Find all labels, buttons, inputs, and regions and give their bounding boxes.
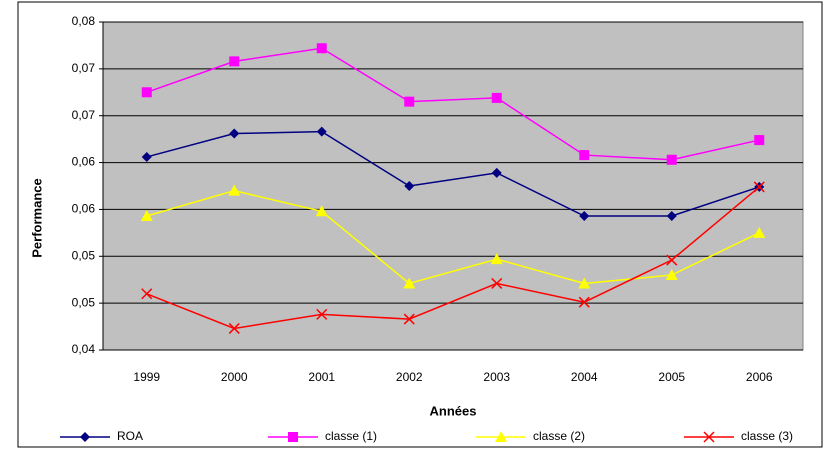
y-tick-label: 0,05 [72, 295, 96, 309]
marker [140, 209, 153, 221]
legend-marker [495, 431, 507, 442]
marker [141, 288, 153, 300]
marker [491, 92, 502, 103]
marker [753, 226, 766, 238]
marker [491, 277, 503, 289]
x-tick-label: 2002 [396, 370, 423, 384]
x-axis-title: Années [430, 403, 477, 418]
y-tick-label: 0,08 [72, 14, 96, 28]
y-tick-label: 0,06 [72, 202, 96, 216]
x-tick-label: 2003 [483, 370, 510, 384]
marker [578, 277, 591, 289]
y-axis-title: Performance [29, 178, 44, 257]
marker [665, 269, 678, 281]
marker [228, 184, 241, 196]
legend-label: ROA [117, 429, 143, 443]
marker [229, 128, 240, 139]
legend-marker [80, 432, 90, 442]
legend-marker [703, 431, 715, 443]
y-tick-label: 0,06 [72, 155, 96, 169]
x-tick-label: 2000 [221, 370, 248, 384]
series-line [146, 47, 760, 161]
marker [579, 150, 590, 161]
y-tick-label: 0,04 [72, 342, 96, 356]
marker [491, 167, 502, 178]
legend-marker [288, 432, 298, 442]
marker [666, 254, 678, 266]
x-tick-label: 1999 [133, 370, 160, 384]
marker [666, 154, 677, 165]
marker [316, 126, 327, 137]
x-tick-label: 2006 [746, 370, 773, 384]
series-line [146, 189, 760, 285]
series-line [146, 130, 760, 217]
y-tick-label: 0,07 [72, 61, 96, 75]
marker [578, 296, 590, 308]
marker [754, 135, 765, 146]
x-tick-label: 2005 [658, 370, 685, 384]
x-tick-label: 2001 [308, 370, 335, 384]
marker [315, 205, 328, 217]
plot-area [102, 21, 804, 351]
marker [141, 151, 152, 162]
marker [404, 181, 415, 191]
y-tick-label: 0,05 [72, 248, 96, 262]
marker [403, 277, 416, 289]
marker [316, 43, 327, 54]
y-tick-label: 0,07 [72, 108, 96, 122]
marker [141, 87, 152, 98]
marker [579, 210, 590, 221]
series-line [146, 186, 760, 330]
marker [753, 181, 765, 193]
marker [404, 96, 415, 107]
legend-label: classe (3) [741, 429, 793, 443]
legend-label: classe (2) [533, 429, 585, 443]
marker [490, 253, 503, 265]
marker [403, 313, 415, 325]
marker [228, 322, 240, 334]
legend-label: classe (1) [325, 429, 377, 443]
marker [666, 210, 677, 221]
marker [316, 308, 328, 320]
marker [229, 56, 240, 67]
x-tick-label: 2004 [571, 370, 598, 384]
